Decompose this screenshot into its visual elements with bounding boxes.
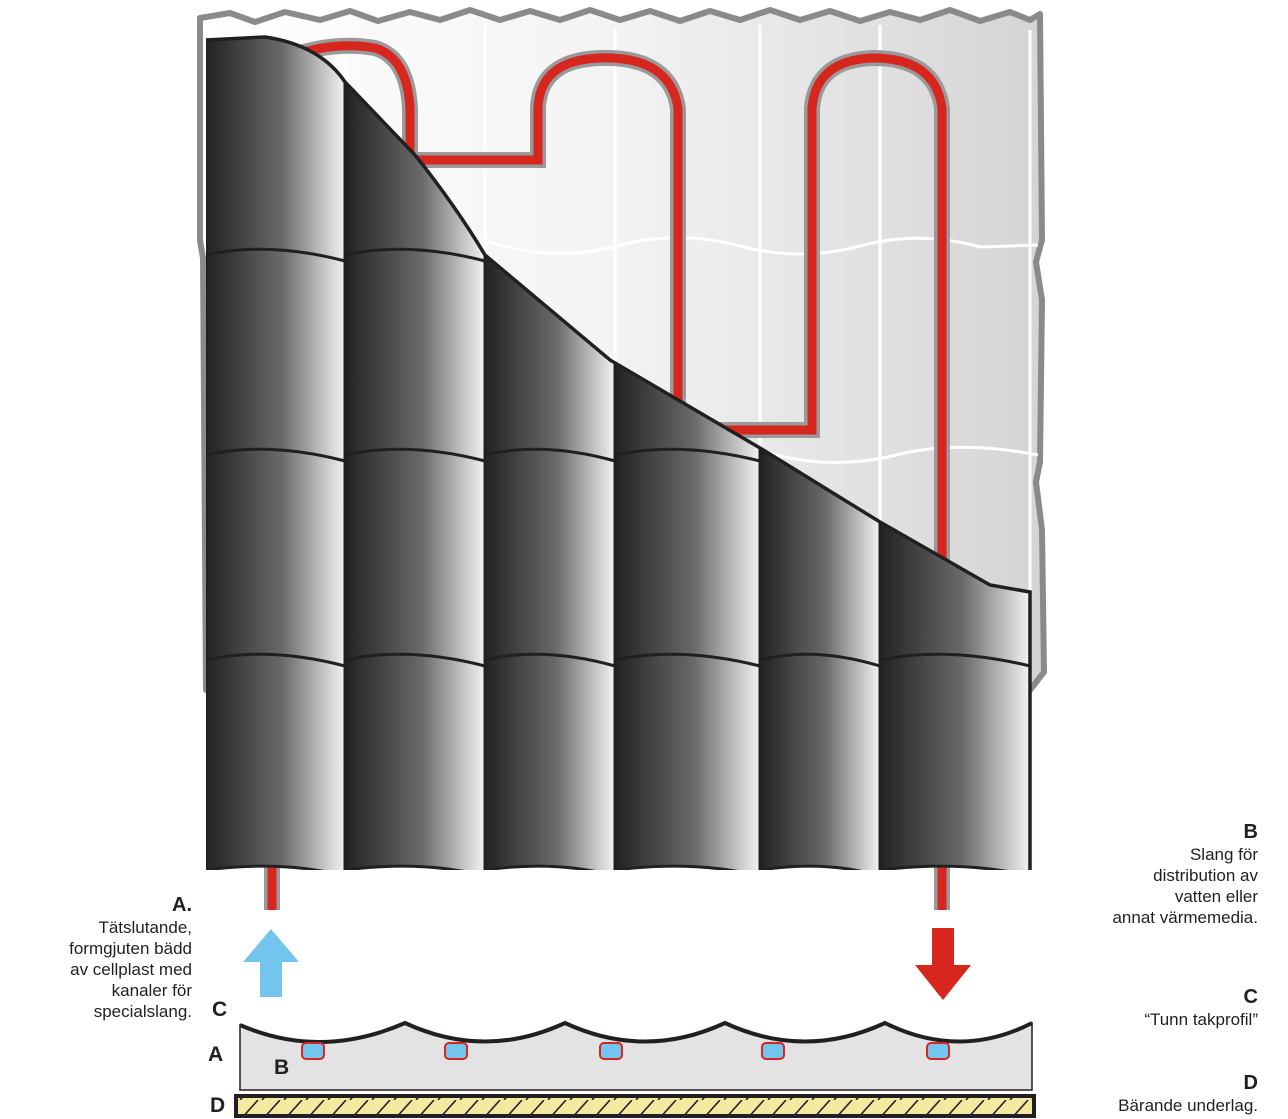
tile-cut-edge xyxy=(205,35,1032,870)
thin-roof-profile xyxy=(239,1020,1033,1044)
roof-tile xyxy=(613,447,762,673)
roof-tile xyxy=(613,652,762,870)
outflow-arrow-icon xyxy=(915,928,971,1000)
tube-channel xyxy=(761,1042,785,1060)
roof-tile xyxy=(206,37,347,273)
roof-tile xyxy=(206,447,347,673)
label-d: D Bärande underlag. xyxy=(1118,1071,1258,1116)
label-c: C “Tunn takprofil” xyxy=(1144,985,1258,1030)
inflow-arrow-icon xyxy=(243,929,299,997)
section-letter-d: D xyxy=(210,1094,226,1117)
label-b: B Slang för distribution av vatten eller… xyxy=(1112,820,1258,928)
label-a-line: formgjuten bädd xyxy=(69,939,192,958)
roof-tile xyxy=(343,247,487,468)
roof-tile xyxy=(758,652,882,870)
label-b-line: distribution av xyxy=(1153,866,1258,885)
label-b-line: Slang för xyxy=(1189,845,1258,864)
label-a-line: Tätslutande, xyxy=(98,918,192,937)
label-d-line: Bärande underlag. xyxy=(1118,1096,1258,1115)
load-bearing-substrate xyxy=(234,1094,1036,1118)
tube-channel xyxy=(301,1042,325,1060)
tube-channel xyxy=(926,1042,950,1060)
cross-section xyxy=(234,1020,1036,1118)
roof-tile xyxy=(206,247,347,468)
label-d-heading: D xyxy=(1243,1072,1258,1094)
label-a-line: specialslang. xyxy=(93,1002,192,1021)
label-c-line: “Tunn takprofil” xyxy=(1144,1010,1258,1029)
label-b-line: vatten eller xyxy=(1174,887,1258,906)
label-b-line: annat värmemedia. xyxy=(1112,908,1258,927)
label-c-heading: C xyxy=(1243,986,1258,1008)
section-letter-b: B xyxy=(274,1056,290,1079)
label-b-heading: B xyxy=(1243,821,1258,843)
roof-tile xyxy=(483,447,617,673)
label-a: A. Tätslutande, formgjuten bädd av cellp… xyxy=(69,893,192,1022)
label-a-line: av cellplast med xyxy=(70,960,192,979)
roof-tile xyxy=(343,652,487,870)
heating-tube xyxy=(264,37,950,910)
roof-tile xyxy=(206,652,347,870)
label-a-line: kanaler för xyxy=(111,981,192,1000)
tube-channel xyxy=(599,1042,623,1060)
roof-tile xyxy=(878,652,1030,870)
tube-channel xyxy=(444,1042,468,1060)
section-letter-a: A xyxy=(208,1043,224,1066)
roof-tile xyxy=(483,652,617,870)
label-a-heading: A. xyxy=(172,894,192,916)
section-letter-c: C xyxy=(212,998,228,1021)
roof-tile xyxy=(343,447,487,673)
